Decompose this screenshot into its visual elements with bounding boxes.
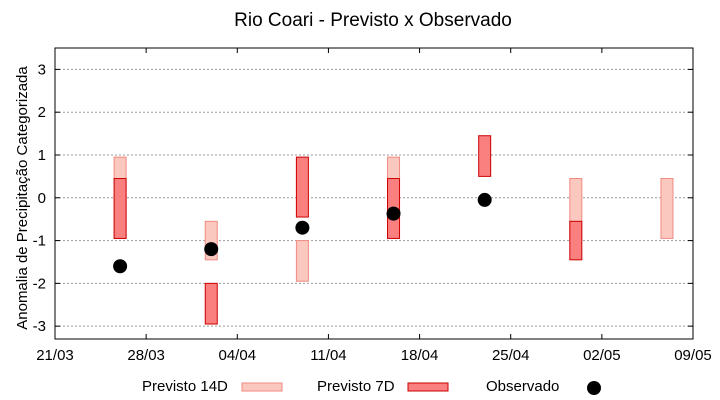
y-tick-label: 1 bbox=[38, 147, 46, 164]
bar-previsto-7d bbox=[113, 178, 127, 239]
plot-frame bbox=[54, 47, 694, 340]
legend: Previsto 14D Previsto 7D Observado bbox=[142, 378, 601, 395]
legend-marker-observado bbox=[587, 381, 601, 395]
point-observado bbox=[477, 192, 492, 207]
x-tick-label: 09/05 bbox=[674, 347, 712, 364]
point-observado bbox=[113, 259, 128, 274]
y-tick-label: -2 bbox=[33, 275, 46, 292]
x-tick-label: 02/05 bbox=[583, 347, 621, 364]
legend-swatch-previsto-14d bbox=[241, 382, 283, 392]
point-observado bbox=[386, 206, 401, 221]
legend-label-observado: Observado bbox=[486, 378, 559, 395]
gridlines bbox=[55, 68, 693, 327]
series-observado bbox=[113, 192, 492, 274]
bar-previsto-7d bbox=[569, 220, 583, 261]
legend-swatch-previsto-7d bbox=[407, 382, 449, 392]
x-tick-label: 21/03 bbox=[36, 347, 74, 364]
x-tick-label: 11/04 bbox=[310, 347, 346, 364]
y-tick-label: -3 bbox=[33, 318, 46, 335]
x-axis-ticks: 21/03 28/03 04/04 11/04 18/04 25/04 02/05 09/05 bbox=[36, 48, 712, 364]
y-tick-label: 0 bbox=[38, 190, 46, 207]
y-axis-label: Anomalia de Precipitação Categorizada bbox=[14, 66, 31, 330]
legend-label-previsto-14d: Previsto 14D bbox=[142, 378, 228, 395]
x-tick-label: 28/03 bbox=[127, 347, 165, 364]
x-tick-label: 25/04 bbox=[492, 347, 530, 364]
y-tick-label: 2 bbox=[38, 104, 46, 121]
y-tick-label: -1 bbox=[33, 233, 46, 250]
series-previsto-7d bbox=[113, 135, 583, 325]
point-observado bbox=[295, 220, 310, 235]
y-tick-label: 3 bbox=[38, 61, 46, 78]
bar-previsto-7d bbox=[295, 156, 309, 218]
x-tick-label: 04/04 bbox=[219, 347, 257, 364]
legend-label-previsto-7d: Previsto 7D bbox=[317, 378, 395, 395]
x-tick-label: 18/04 bbox=[401, 347, 439, 364]
bar-previsto-7d bbox=[204, 282, 218, 325]
chart-title: Rio Coari - Previsto x Observado bbox=[234, 10, 512, 31]
point-observado bbox=[204, 242, 219, 257]
bar-previsto-14d bbox=[660, 178, 674, 239]
y-axis-ticks: -3 -2 -1 0 1 2 3 bbox=[33, 61, 693, 335]
bar-previsto-14d bbox=[295, 240, 309, 282]
bar-previsto-7d bbox=[478, 135, 492, 177]
